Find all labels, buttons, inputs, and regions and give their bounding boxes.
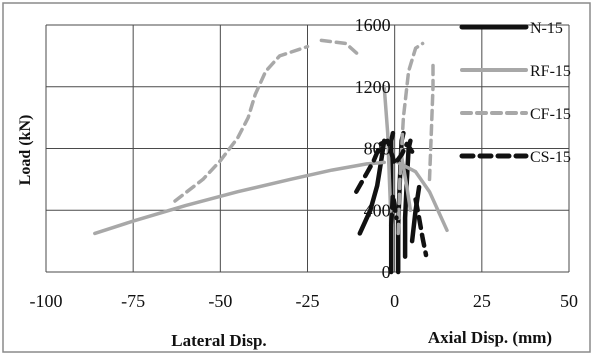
legend: N-15 RF-15 CF-15 CS-15 xyxy=(459,20,571,166)
x-axis-label-lateral: Lateral Disp. xyxy=(171,331,266,350)
x-tick-label: 0 xyxy=(390,291,399,311)
y-tick-label: 400 xyxy=(364,200,391,220)
y-tick-label: 1200 xyxy=(355,77,391,97)
x-tick-labels: -100 -75 -50 -25 0 25 50 xyxy=(30,291,579,311)
x-tick-label: -75 xyxy=(121,291,145,311)
y-tick-label: 800 xyxy=(364,139,391,159)
x-tick-label: -25 xyxy=(296,291,320,311)
series-n-15-line xyxy=(409,184,422,244)
series-cs-15-line xyxy=(413,197,429,258)
series-n-15-line xyxy=(357,138,387,236)
series-cf-15-line xyxy=(396,41,425,236)
legend-label-n-15: N-15 xyxy=(530,20,563,37)
y-axis-label: Load (kN) xyxy=(17,115,34,186)
x-tick-label: 25 xyxy=(473,291,491,311)
grid-lines xyxy=(45,24,570,273)
series-rf-15-line xyxy=(93,160,386,236)
y-tick-label: 0 xyxy=(382,262,391,282)
x-tick-label: 50 xyxy=(560,291,578,311)
legend-label-rf-15: RF-15 xyxy=(530,63,571,80)
series-rf-15-line xyxy=(399,154,413,213)
series-cs-15-line xyxy=(388,192,399,228)
series-rf-15-line xyxy=(392,159,449,233)
series-cs-15-line xyxy=(354,138,415,194)
y-tick-label: 1600 xyxy=(355,15,391,35)
series-cf-15-line xyxy=(427,58,435,182)
legend-label-cf-15: CF-15 xyxy=(530,106,571,123)
x-axis-label-axial: Axial Disp. (mm) xyxy=(428,328,552,347)
x-tick-label: -50 xyxy=(208,291,232,311)
x-tick-label: -100 xyxy=(30,291,63,311)
series-layer xyxy=(93,38,449,275)
y-tick-labels: 0 400 800 1200 1600 xyxy=(355,15,391,282)
series-cf-15-line xyxy=(319,38,362,58)
legend-label-cs-15: CS-15 xyxy=(530,149,571,166)
series-cf-15-line xyxy=(173,44,310,203)
